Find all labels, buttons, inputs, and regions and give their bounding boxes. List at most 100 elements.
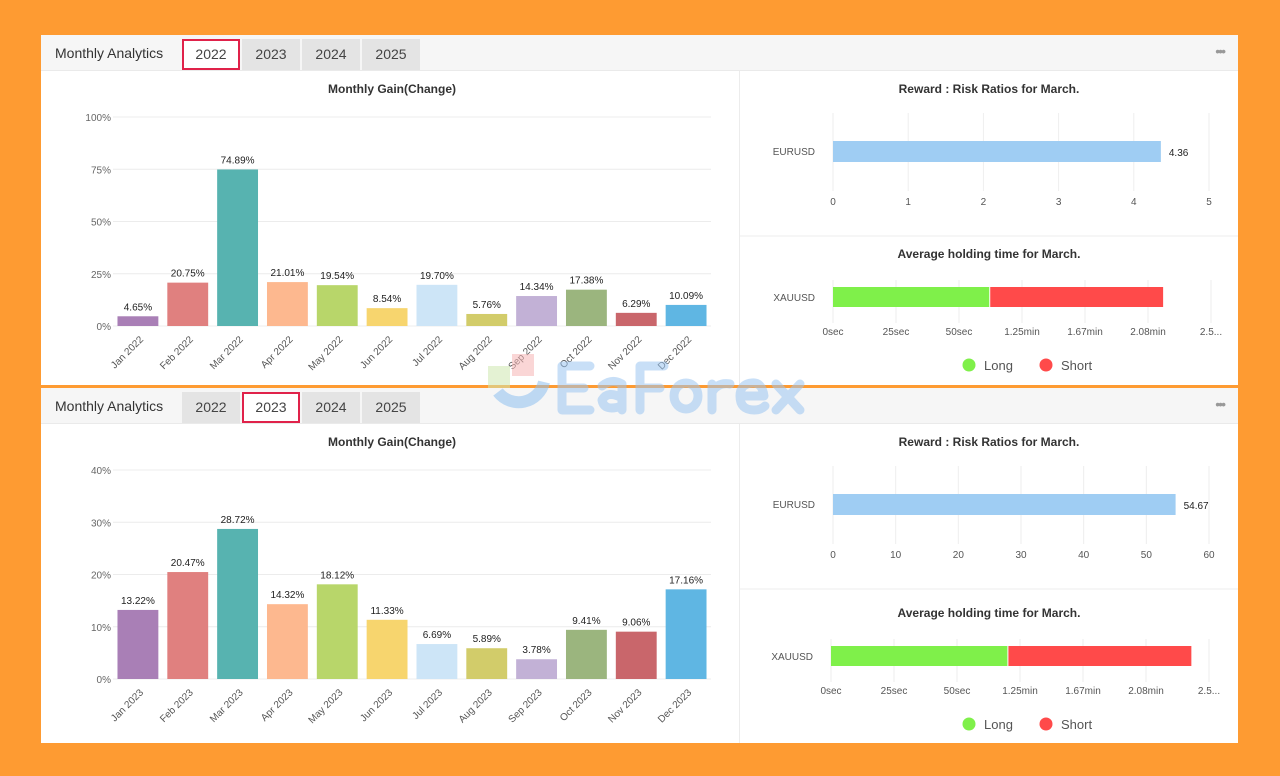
data-label: 4.65% [124,302,152,313]
panel-title: Monthly Analytics [55,45,164,61]
x-tick-label: Oct 2023 [558,687,595,724]
divider [739,71,740,385]
tab-2022[interactable]: 2022 [182,39,240,70]
bar-nov-2022[interactable] [615,312,657,326]
bar-aug-2022[interactable] [466,313,508,326]
bar-sep-2023[interactable] [516,659,558,679]
bar-apr-2022[interactable] [266,282,308,326]
panel-title: Monthly Analytics [55,398,164,414]
bar-oct-2022[interactable] [565,289,607,326]
y-category-label: XAUUSD [771,652,813,663]
bar-feb-2023[interactable] [167,572,209,679]
bar-jul-2022[interactable] [416,284,458,326]
bar-may-2023[interactable] [316,584,358,679]
x-tick-label: Apr 2023 [259,687,296,724]
y-tick-label: 25% [91,270,111,281]
y-tick-label: 40% [91,466,111,477]
x-tick-label: 2.08min [1128,686,1164,697]
data-label: 17.16% [669,575,703,586]
ratio-bar-eurusd[interactable] [833,141,1161,162]
x-tick-label: 5 [1206,197,1212,208]
x-tick-label: 0 [830,197,836,208]
y-tick-label: 30% [91,518,111,529]
x-tick-label: 1 [905,197,911,208]
bar-may-2022[interactable] [316,285,358,326]
legend-long-label: Long [984,717,1013,732]
x-tick-label: Feb 2023 [158,687,196,725]
data-label: 19.54% [320,271,354,282]
monthly-analytics-panel-2022: Monthly Analytics 2022 2023 2024 2025 ••• Mont… [41,35,1238,385]
bar-jan-2022[interactable] [117,316,159,326]
data-label: 5.76% [473,300,501,311]
x-tick-label: 10 [890,550,902,561]
x-tick-label: 1.25min [1002,686,1038,697]
tab-2023[interactable]: 2023 [242,39,300,70]
bar-apr-2023[interactable] [266,604,308,679]
bar-jun-2023[interactable] [366,619,408,679]
legend-short-icon[interactable] [1039,358,1053,372]
tab-2024[interactable]: 2024 [302,39,360,70]
x-tick-label: 1.25min [1004,327,1040,338]
right-charts: Reward : Risk Ratios for March. 0 10 20 30 40… [740,435,1238,732]
tab-2022[interactable]: 2022 [182,392,240,423]
right-charts: Reward : Risk Ratios for March. 0 1 2 3 4 5 EUR… [740,82,1238,373]
x-tick-label: Jan 2023 [109,687,146,724]
bar-jun-2022[interactable] [366,308,408,326]
legend-short-icon[interactable] [1039,717,1053,731]
data-label: 21.01% [270,268,304,279]
tab-2025[interactable]: 2025 [362,392,420,423]
long-bar-xauusd[interactable] [831,646,1008,666]
data-label: 74.89% [221,155,255,166]
y-tick-label: 20% [91,571,111,582]
x-tick-label: Aug 2023 [457,687,495,725]
x-tick-label: Nov 2022 [606,334,644,372]
x-tick-label: Aug 2022 [457,334,495,372]
data-label: 6.69% [423,630,451,641]
bar-jan-2023[interactable] [117,609,159,679]
ratio-bar-eurusd[interactable] [833,494,1176,515]
short-bar-xauusd[interactable] [990,287,1164,307]
bar-mar-2022[interactable] [217,169,259,326]
data-label: 19.70% [420,271,454,282]
y-tick-label: 0% [97,322,112,333]
x-tick-label: Jan 2022 [109,334,146,371]
x-tick-label: 25sec [881,686,908,697]
x-tick-label: 60 [1203,550,1215,561]
legend-long-icon[interactable] [962,358,976,372]
data-label: 54.67 [1184,501,1209,512]
x-tick-label: 2.5... [1200,327,1222,338]
long-bar-xauusd[interactable] [833,287,990,307]
x-tick-label: Oct 2022 [558,334,595,371]
x-tick-label: 0 [830,550,836,561]
bar-aug-2023[interactable] [466,648,508,679]
x-tick-label: 20 [953,550,965,561]
y-tick-label: 75% [91,165,111,176]
data-label: 13.22% [121,596,155,607]
legend-short-label: Short [1061,358,1092,373]
x-tick-label: Feb 2022 [158,334,196,372]
x-tick-label: Dec 2022 [656,334,694,372]
bar-mar-2023[interactable] [217,528,259,679]
tab-2024[interactable]: 2024 [302,392,360,423]
y-tick-label: 0% [97,675,112,686]
bar-oct-2023[interactable] [565,629,607,679]
bar-sep-2022[interactable] [516,296,558,326]
bar-dec-2023[interactable] [665,589,707,679]
tab-2025[interactable]: 2025 [362,39,420,70]
chart-title: Average holding time for March. [898,247,1081,261]
x-tick-label: 50sec [946,327,973,338]
x-tick-label: Mar 2022 [208,334,246,372]
monthly-analytics-panel-2023: Monthly Analytics 2022 2023 2024 2025 ••• Mont… [41,388,1238,743]
bar-dec-2022[interactable] [665,304,707,326]
short-bar-xauusd[interactable] [1008,646,1192,666]
tab-2023[interactable]: 2023 [242,392,300,423]
more-options-icon[interactable]: ••• [1215,43,1226,59]
bar-nov-2023[interactable] [615,631,657,679]
data-label: 14.32% [270,590,304,601]
more-options-icon[interactable]: ••• [1215,396,1226,412]
x-tick-label: 0sec [822,327,843,338]
bar-jul-2023[interactable] [416,644,458,679]
bar-feb-2022[interactable] [167,282,209,326]
legend-long-icon[interactable] [962,717,976,731]
data-label: 20.47% [171,558,205,569]
